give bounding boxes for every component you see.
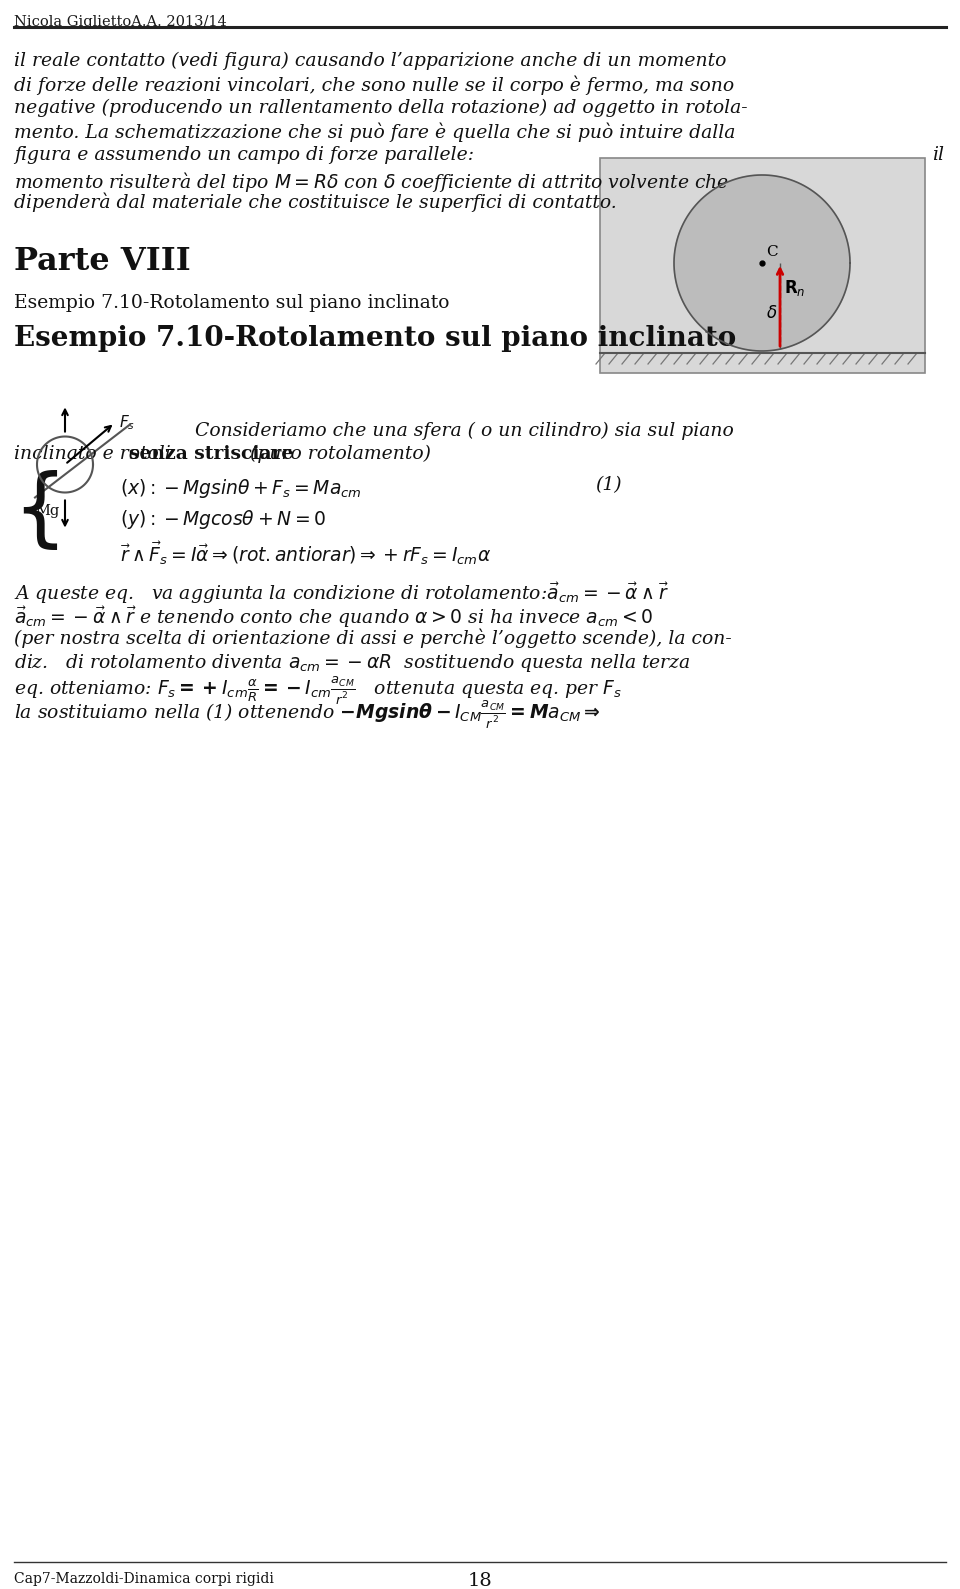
- Text: (1): (1): [595, 477, 622, 494]
- Text: Cap7-Mazzoldi-Dinamica corpi rigidi: Cap7-Mazzoldi-Dinamica corpi rigidi: [14, 1572, 274, 1586]
- Text: $\vec{a}_{cm} = -\vec{\alpha} \wedge \vec{r}$ e tenendo conto che quando $\alpha: $\vec{a}_{cm} = -\vec{\alpha} \wedge \ve…: [14, 604, 654, 629]
- Text: dipenderà dal materiale che costituisce le superfici di contatto.: dipenderà dal materiale che costituisce …: [14, 192, 616, 213]
- Text: $(x) : -Mgsin\theta + F_s = Ma_{cm}$: $(x) : -Mgsin\theta + F_s = Ma_{cm}$: [120, 477, 362, 499]
- Text: Mg: Mg: [36, 504, 60, 518]
- Text: $\vec{r} \wedge \vec{F}_s = I\vec{\alpha} \Rightarrow (rot.antiorar) \Rightarrow: $\vec{r} \wedge \vec{F}_s = I\vec{\alpha…: [120, 540, 492, 567]
- Text: la sostituiamo nella (1) ottenendo $\boldsymbol{-Mgsin\theta - I_{CM}\frac{a_{CM: la sostituiamo nella (1) ottenendo $\bol…: [14, 699, 601, 731]
- Text: il: il: [932, 146, 944, 164]
- Text: A queste eq.   va aggiunta la condizione di rotolamento:$\vec{a}_{cm} = -\vec{\a: A queste eq. va aggiunta la condizione d…: [14, 582, 669, 605]
- Text: (per nostra scelta di orientazione di assi e perchè l’oggetto scende), la con-: (per nostra scelta di orientazione di as…: [14, 628, 732, 647]
- Text: senza strisciare: senza strisciare: [129, 445, 293, 462]
- Text: $(y) : -Mgcos\theta + N = 0$: $(y) : -Mgcos\theta + N = 0$: [120, 508, 326, 531]
- Text: negative (producendo un rallentamento della rotazione) ad oggetto in rotola-: negative (producendo un rallentamento de…: [14, 99, 748, 118]
- Polygon shape: [674, 175, 850, 351]
- Text: figura e assumendo un campo di forze parallele:: figura e assumendo un campo di forze par…: [14, 146, 474, 164]
- Text: il reale contatto (vedi figura) causando l’apparizione anche di un momento: il reale contatto (vedi figura) causando…: [14, 52, 727, 70]
- Text: Esempio 7.10-Rotolamento sul piano inclinato: Esempio 7.10-Rotolamento sul piano incli…: [14, 294, 449, 313]
- Text: inclinato e rotoli: inclinato e rotoli: [14, 445, 177, 462]
- Text: C: C: [766, 245, 778, 259]
- Text: di forze delle reazioni vincolari, che sono nulle se il corpo è fermo, ma sono: di forze delle reazioni vincolari, che s…: [14, 76, 734, 95]
- Text: (puro rotolamento): (puro rotolamento): [244, 445, 431, 464]
- Text: 18: 18: [468, 1572, 492, 1589]
- Bar: [600, 157, 925, 373]
- Text: momento risulterà del tipo $M = R\delta$ con $\delta$ coefficiente di attrito vo: momento risulterà del tipo $M = R\delta$…: [14, 170, 729, 194]
- Text: $\delta$: $\delta$: [766, 305, 778, 321]
- Text: Esempio 7.10-Rotolamento sul piano inclinato: Esempio 7.10-Rotolamento sul piano incli…: [14, 324, 736, 351]
- Text: Parte VIII: Parte VIII: [14, 246, 191, 278]
- Text: eq. otteniamo: $\boldsymbol{F_s = +I_{cm}\frac{\alpha}{R} = -I_{cm}\frac{a_{CM}}: eq. otteniamo: $\boldsymbol{F_s = +I_{cm…: [14, 675, 622, 707]
- Text: mento. La schematizzazione che si può fare è quella che si può intuire dalla: mento. La schematizzazione che si può fa…: [14, 122, 735, 141]
- Text: $\mathbf{R}_n$: $\mathbf{R}_n$: [784, 278, 805, 299]
- Text: Consideriamo che una sfera ( o un cilindro) sia sul piano: Consideriamo che una sfera ( o un cilind…: [195, 421, 733, 440]
- Text: $\{$: $\{$: [12, 469, 58, 553]
- Text: $F_s$: $F_s$: [119, 413, 134, 432]
- Text: diz.   di rotolamento diventa $a_{cm} = -\alpha R$  sostituendo questa nella ter: diz. di rotolamento diventa $a_{cm} = -\…: [14, 651, 691, 674]
- Text: Nicola GigliettoA.A. 2013/14: Nicola GigliettoA.A. 2013/14: [14, 14, 227, 29]
